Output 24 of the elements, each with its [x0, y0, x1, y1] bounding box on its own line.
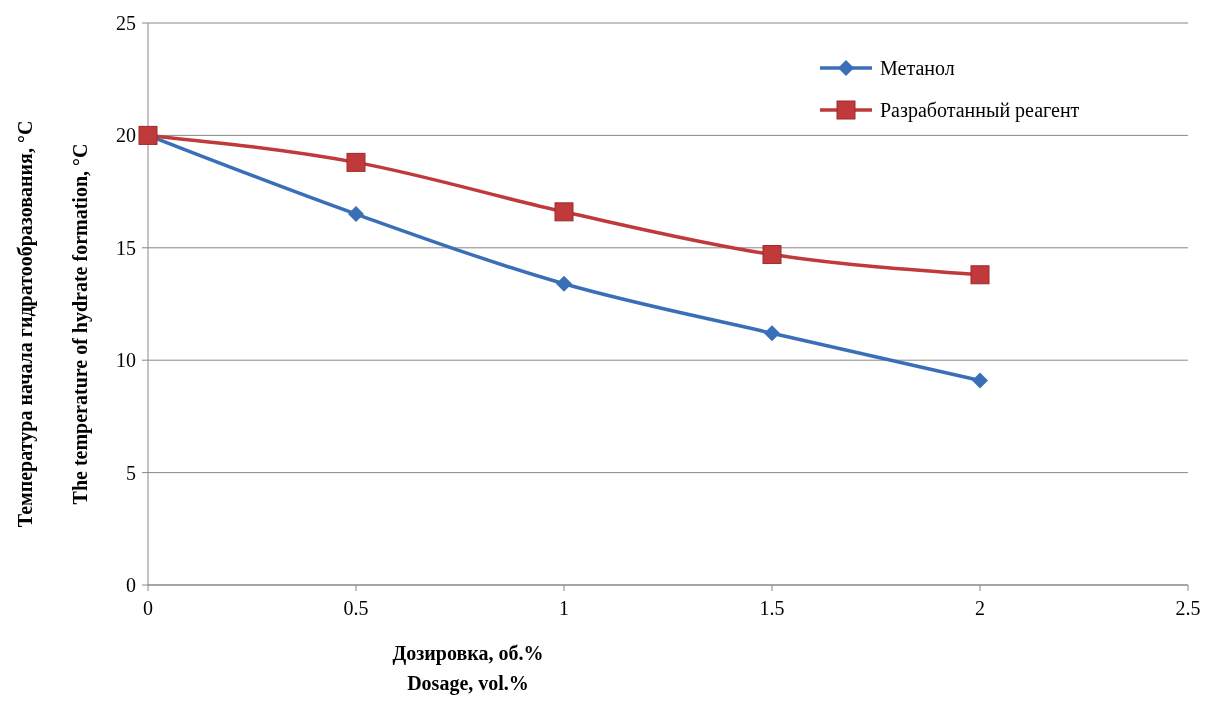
point: [556, 275, 572, 292]
point: [554, 202, 574, 222]
x-tick-label: 0.5: [343, 597, 369, 619]
y-tick-label: 0: [126, 574, 136, 596]
x-tick-label: 1.5: [759, 597, 785, 619]
x-tick-label: 1: [559, 597, 569, 619]
point: [970, 265, 990, 285]
x-axis-title: Дозировка, об.% Dosage, vol.%: [392, 642, 544, 695]
y-tick-label: 5: [126, 461, 136, 484]
y-tick-label: 10: [116, 349, 136, 372]
y-tick-label: 15: [116, 236, 136, 259]
legend-label: Разработанный реагент: [880, 99, 1080, 122]
x-tick-label: 0: [143, 597, 153, 619]
legend-label: Метанол: [880, 57, 955, 79]
text: Температура начала гидратообразования, °C The temperature of hydrate formation, °C: [14, 120, 91, 528]
point: [346, 152, 366, 172]
x-tick-label: 2.5: [1175, 597, 1201, 619]
point: [972, 372, 988, 389]
y-tick-label: 25: [116, 12, 136, 34]
point: [762, 245, 782, 265]
y-tick-label: 20: [116, 124, 136, 147]
point: [764, 325, 780, 342]
point: [348, 206, 364, 223]
x-tick-label: 2: [975, 597, 985, 619]
